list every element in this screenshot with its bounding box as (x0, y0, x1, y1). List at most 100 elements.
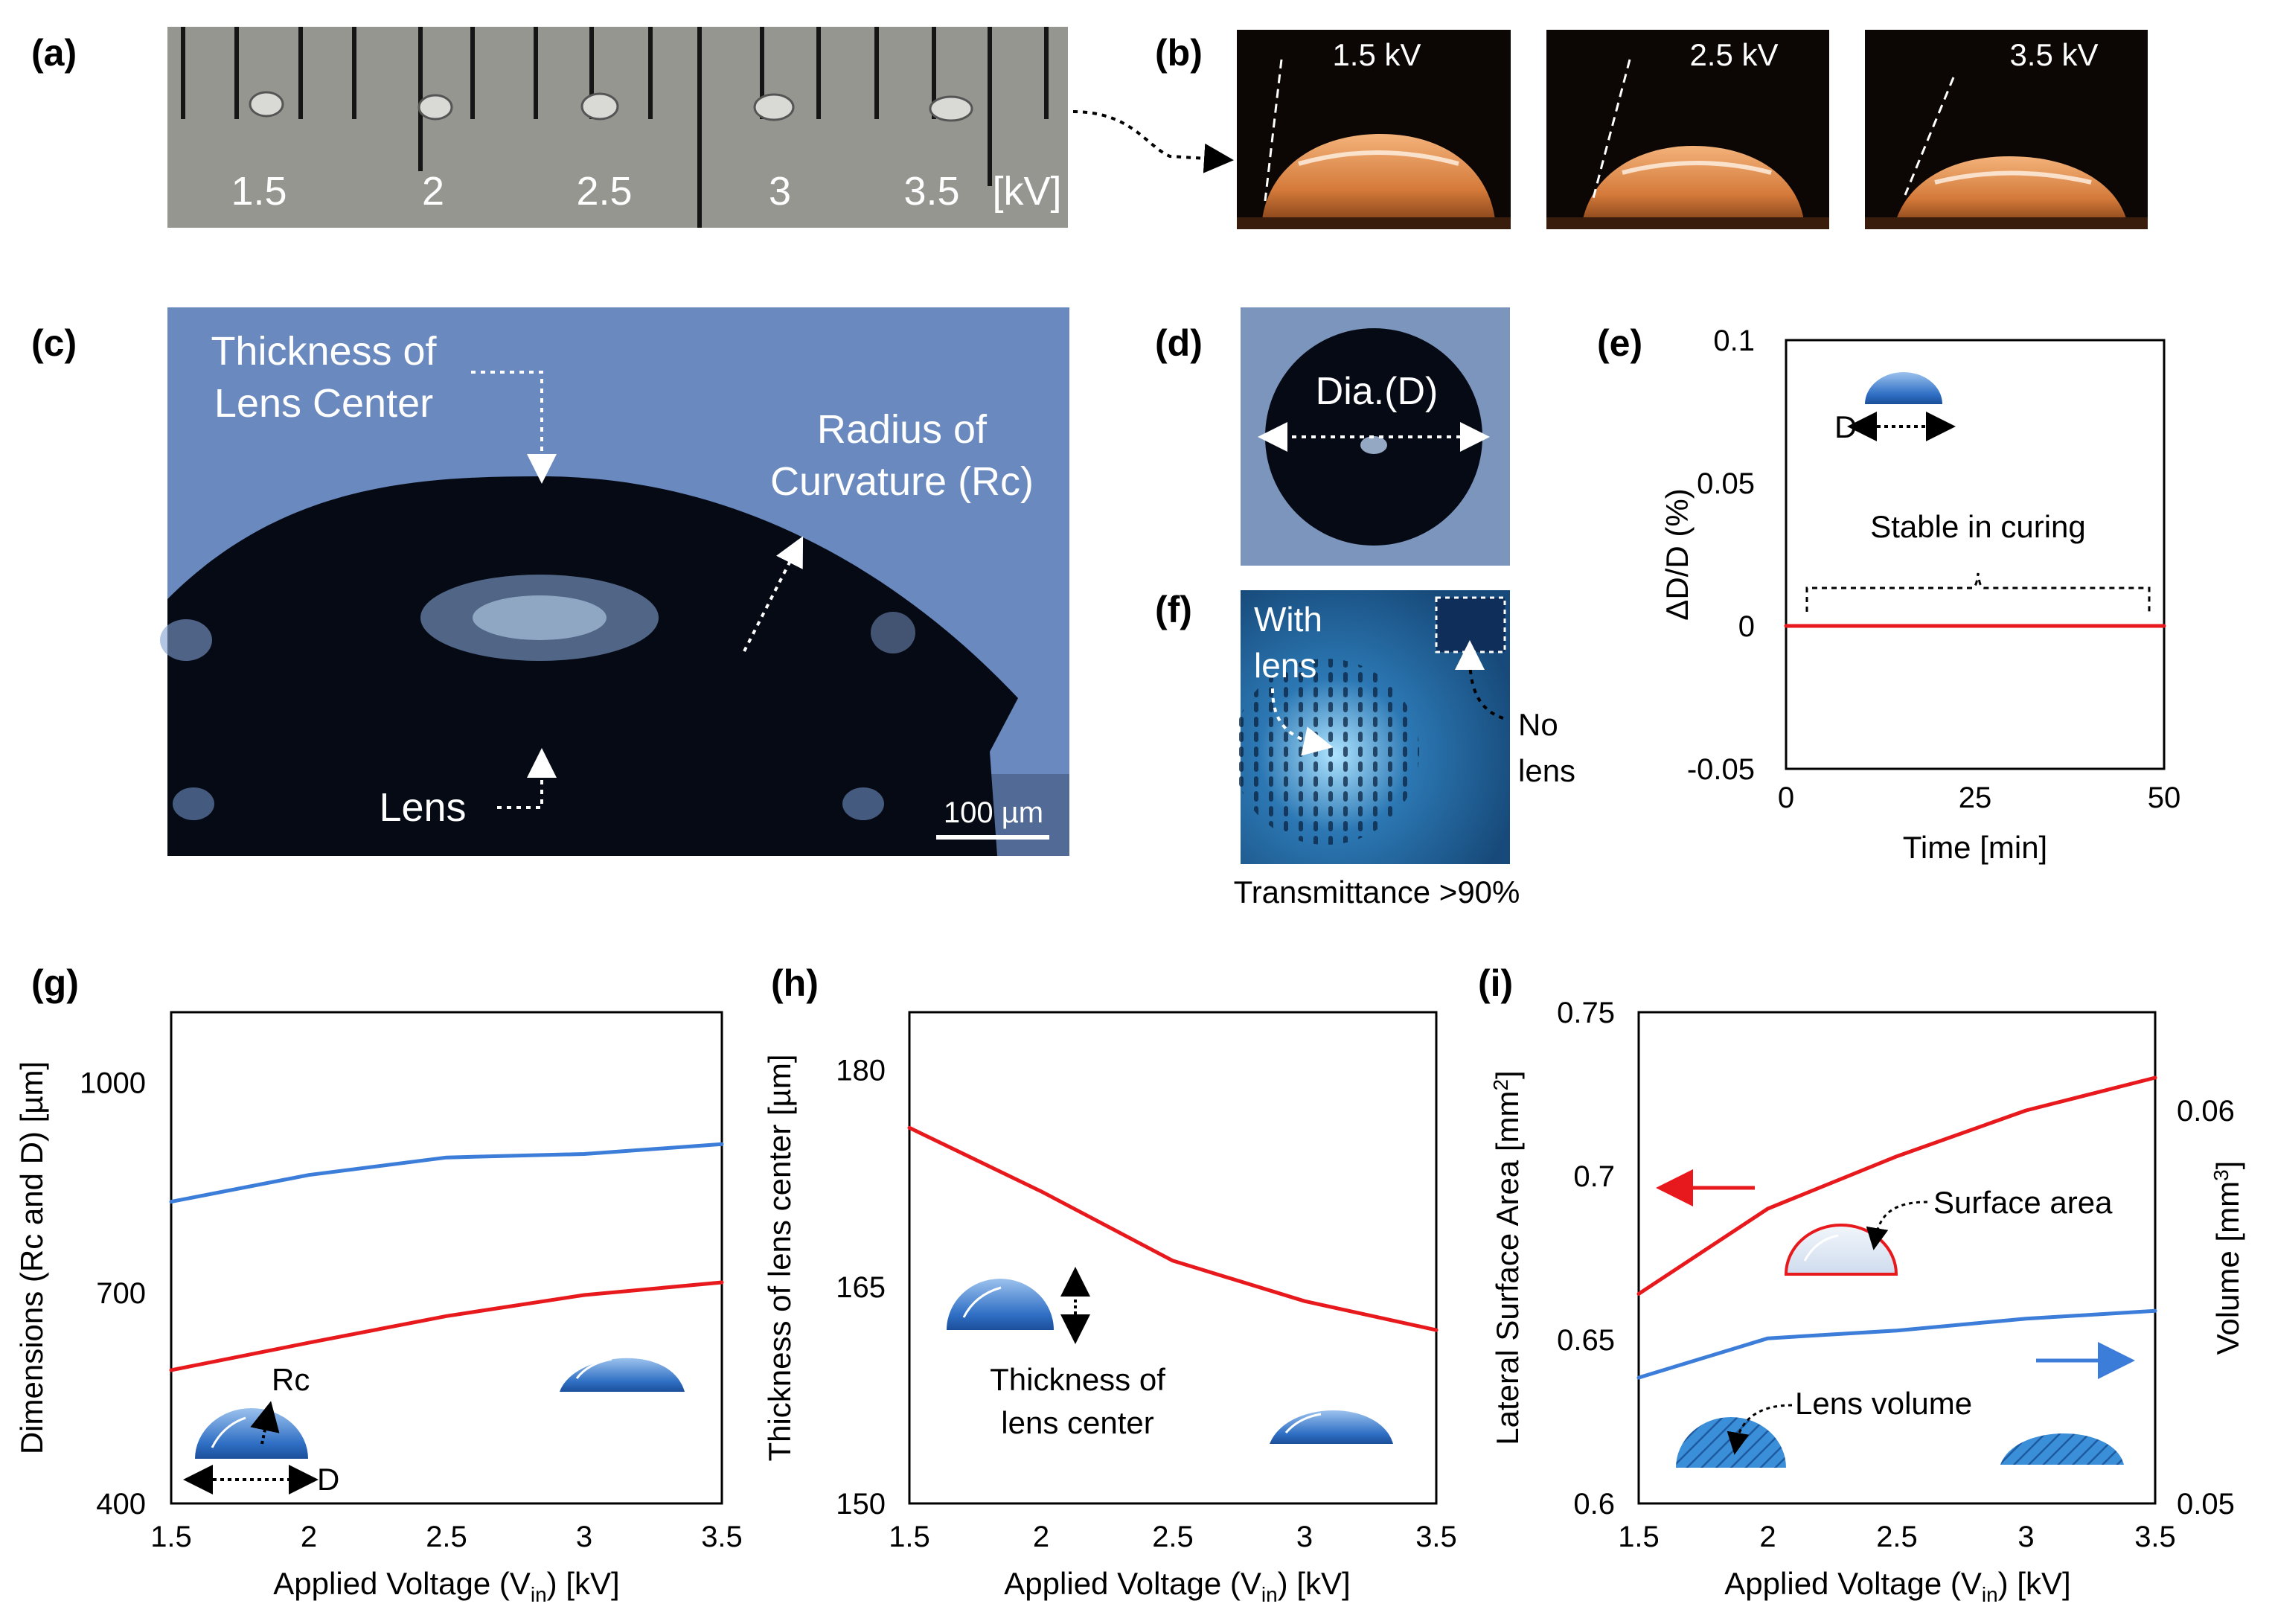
radius-label-1: Radius of (817, 407, 988, 452)
i-y-tick-label: 0.75 (1557, 997, 1615, 1029)
g-rc-label: Rc (272, 1362, 310, 1397)
i-volume-arrow (1727, 1404, 1793, 1455)
i-x-tick-label: 1.5 (1618, 1521, 1660, 1553)
panel-c-photo: Thickness of Lens Center Radius of Curva… (160, 307, 1069, 856)
panel-label-g: (g) (31, 962, 79, 1004)
e-y-tick-label: 0.1 (1713, 325, 1755, 357)
photo-b3: 3.5 kV (1865, 30, 2148, 229)
i-x-tick-label: 2.5 (1876, 1521, 1918, 1553)
e-x-tick-label: 50 (2148, 781, 2181, 814)
diameter-label: Dia.(D) (1316, 370, 1439, 413)
lens-label: Lens (379, 785, 466, 830)
chart-e: 0 25 50 -0.05 0 0.05 0.1 Time [min] ΔD/D (%) D… (1660, 325, 2180, 865)
g-d-label: D (317, 1462, 339, 1497)
g-series-rc-line (169, 1280, 724, 1372)
g-y-axis-label: Dimensions (Rc and D) [µm] (14, 1061, 49, 1454)
thickness-label-2: Lens Center (214, 381, 433, 426)
h-y-axis-label: Thickness of lens center [µm] (762, 1054, 797, 1461)
g-drop-icon-1 (195, 1408, 308, 1459)
i-surface-arrow (1866, 1201, 1928, 1250)
panel-label-f: (f) (1155, 589, 1192, 630)
i-x-axis-label: Applied Voltage (Vin) [kV] (1724, 1566, 2070, 1606)
h-x-tick-label: 2.5 (1152, 1521, 1194, 1553)
i-y-axis-label: Lateral Surface Area [mm2] (1489, 1070, 1525, 1445)
i-y2-tick-label: 0.06 (2177, 1095, 2235, 1128)
i-y2-tick-label: 0.05 (2177, 1488, 2235, 1521)
panel-label-e: (e) (1597, 322, 1642, 364)
stable-label: Stable in curing (1870, 509, 2086, 544)
photo-label-3: 3.5 kV (2009, 37, 2098, 72)
g-y-tick-label: 700 (96, 1277, 146, 1310)
i-volume-drop-icon-1 (1676, 1417, 1786, 1468)
scale-label-5: 3.5 (903, 169, 959, 214)
scale-label-3: 2.5 (576, 169, 632, 214)
with-lens-label-2: lens (1254, 646, 1316, 685)
i-surface-label: Surface area (1933, 1185, 2113, 1220)
i-x-tick-label: 3.5 (2134, 1521, 2176, 1553)
photo-b2: 2.5 kV (1546, 30, 1829, 229)
h-y-tick-label: 150 (836, 1488, 886, 1521)
e-y-tick-label: -0.05 (1687, 753, 1755, 786)
chart-e-frame (1785, 339, 2166, 770)
h-anno-1: Thickness of (990, 1362, 1165, 1397)
e-x-axis-label: Time [min] (1903, 830, 2047, 865)
a-to-b-arrow (1072, 110, 1234, 173)
no-lens-label-1: No (1518, 707, 1558, 742)
droplets-a (249, 91, 973, 122)
chart-h: 1.5 2 2.5 3 3.5 150 165 180 Applied Voltage (Vi… (762, 1011, 1457, 1606)
scale-bar-label: 100 µm (944, 796, 1043, 829)
e-y-tick-label: 0 (1738, 610, 1755, 643)
i-y-tick-label: 0.65 (1557, 1324, 1615, 1357)
chart-g: 1.5 2 2.5 3 3.5 400 700 1000 Applied Voltage (V… (14, 1011, 743, 1606)
scale-label-4: 3 (769, 169, 791, 214)
chart-h-frame (908, 1011, 1438, 1505)
photo-label-1: 1.5 kV (1332, 37, 1421, 72)
panel-b-photos: 1.5 kV 2.5 kV 3.5 kV (1237, 30, 2148, 229)
no-lens-label-2: lens (1518, 753, 1575, 788)
radius-label-2: Curvature (Rc) (770, 459, 1034, 504)
g-x-tick-label: 2.5 (426, 1521, 467, 1553)
g-x-axis-label: Applied Voltage (Vin) [kV] (273, 1566, 619, 1606)
i-surface-drop-icon (1784, 1224, 1898, 1276)
with-lens-label-1: With (1254, 600, 1322, 639)
g-y-tick-label: 1000 (80, 1067, 146, 1099)
i-x-tick-label: 2 (1759, 1521, 1776, 1553)
chart-i: 1.5 2 2.5 3 3.5 0.6 0.65 0.7 0.75 0.05 0.06 Applie… (1489, 997, 2245, 1606)
i-volume-label: Lens volume (1795, 1386, 1972, 1421)
thickness-arrow (471, 371, 557, 484)
e-y-tick-label: 0.05 (1697, 467, 1755, 500)
i-series-surface-line (1636, 1075, 2157, 1296)
i-y2-axis-label: Volume [mm3] (2209, 1161, 2245, 1355)
photo-label-2: 2.5 kV (1689, 37, 1778, 72)
g-y-tick-label: 400 (96, 1488, 146, 1521)
h-x-tick-label: 3 (1296, 1521, 1313, 1553)
h-x-axis-label: Applied Voltage (Vin) [kV] (1004, 1566, 1350, 1606)
scale-label-1: 1.5 (231, 169, 287, 214)
h-x-tick-label: 2 (1033, 1521, 1049, 1553)
i-x-tick-label: 3 (2017, 1521, 2034, 1553)
panel-label-h: (h) (771, 962, 819, 1004)
g-series-d-line (169, 1142, 724, 1204)
chart-g-frame (170, 1011, 723, 1505)
thickness-label-1: Thickness of (211, 329, 437, 374)
h-series-line (907, 1125, 1439, 1332)
g-x-tick-label: 1.5 (150, 1521, 192, 1553)
g-x-tick-label: 2 (301, 1521, 317, 1553)
h-anno-2: lens center (1001, 1405, 1153, 1440)
h-y-tick-label: 165 (836, 1271, 886, 1304)
g-rc-arrow (250, 1401, 280, 1445)
h-y-tick-label: 180 (836, 1055, 886, 1087)
i-volume-drop-icon-2 (2000, 1433, 2124, 1465)
panel-label-d: (d) (1155, 322, 1203, 364)
transmittance-label: Transmittance >90% (1234, 875, 1520, 909)
e-y-axis-label: ΔD/D (%) (1660, 488, 1695, 620)
stable-bracket (1805, 572, 2151, 612)
h-drop-icon-2 (1270, 1410, 1393, 1444)
scale-unit: [kV] (992, 169, 1061, 214)
e-d-label: D (1834, 409, 1857, 444)
i-y-tick-label: 0.7 (1573, 1160, 1615, 1193)
e-x-tick-label: 25 (1959, 781, 1992, 814)
scale-label-2: 2 (422, 169, 444, 214)
h-drop-icon-1 (947, 1279, 1054, 1330)
